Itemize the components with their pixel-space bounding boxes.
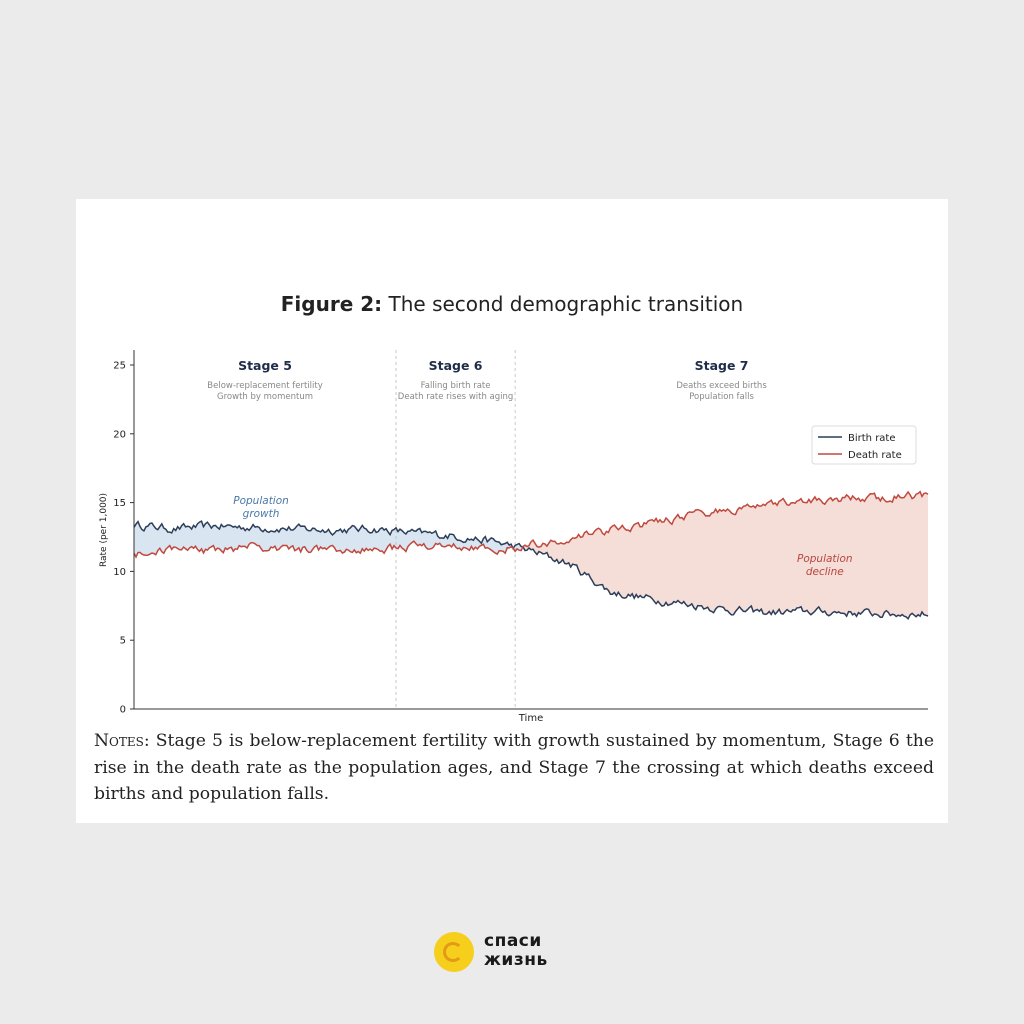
- notes-lead: Notes:: [94, 731, 150, 751]
- x-axis-label: Time: [518, 713, 543, 724]
- stage-description: Population falls: [689, 392, 754, 402]
- annotation-population-growth: growth: [243, 508, 280, 520]
- figure-title: Figure 2: The second demographic transit…: [0, 292, 1024, 316]
- y-axis-label: Rate (per 1,000): [99, 493, 109, 567]
- logo-line-1: спаси: [484, 931, 542, 951]
- stage-description: Falling birth rate: [421, 381, 491, 391]
- logo-mark-icon: [434, 932, 474, 972]
- stage-title: Stage 7: [695, 358, 749, 373]
- notes-body: Stage 5 is below-replacement fertility w…: [94, 731, 934, 804]
- stage-description: Below-replacement fertility: [207, 381, 322, 391]
- logo-text: спаси жизнь: [484, 932, 548, 970]
- y-tick-label: 20: [113, 429, 126, 440]
- stage-title: Stage 5: [238, 358, 292, 373]
- decline-fill-area: [523, 491, 928, 619]
- y-tick-label: 10: [113, 567, 126, 578]
- stage-description: Death rate rises with aging: [398, 392, 514, 402]
- logo-line-2: жизнь: [484, 950, 548, 970]
- y-tick-label: 25: [113, 361, 126, 372]
- annotation-population-decline: Population: [797, 553, 853, 565]
- stage-description: Deaths exceed births: [676, 381, 767, 391]
- legend: Birth rate Death rate: [811, 425, 917, 465]
- figure-label: Figure 2:: [280, 292, 383, 316]
- y-tick-label: 15: [113, 498, 126, 509]
- figure-title-text: The second demographic transition: [388, 292, 744, 316]
- stage-description: Growth by momentum: [217, 392, 313, 402]
- stage-title: Stage 6: [429, 358, 483, 373]
- death-rate-line: [133, 490, 929, 559]
- annotation-population-growth: Population: [233, 495, 289, 507]
- birth-rate-line: [133, 520, 929, 621]
- y-tick-label: 5: [120, 636, 126, 647]
- figure-notes: Notes: Stage 5 is below-replacement fert…: [94, 728, 934, 808]
- figure-card: [76, 199, 948, 823]
- legend-label-death: Death rate: [848, 450, 902, 461]
- annotation-population-decline: decline: [806, 566, 844, 578]
- legend-label-birth: Birth rate: [848, 433, 896, 444]
- growth-fill-area: [134, 521, 512, 557]
- y-tick-label: 0: [120, 705, 126, 716]
- brand-logo: спаси жизнь: [434, 930, 594, 976]
